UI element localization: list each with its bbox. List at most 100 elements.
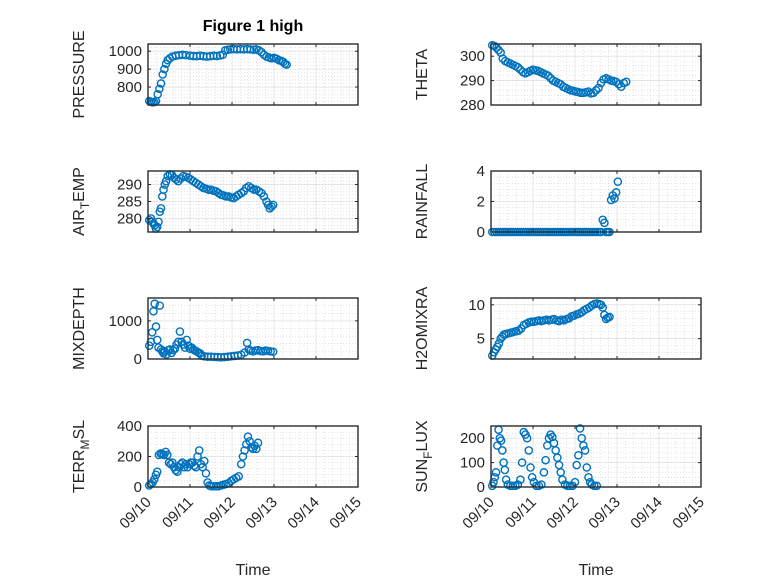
data-point [516,475,525,484]
data-point [212,51,222,61]
x-axis-label: Time [579,562,614,579]
data-point [572,460,581,470]
data-point [514,326,524,335]
data-point [249,185,259,194]
data-point [149,475,159,484]
subplot-rainfall: 0 2 4 RAINFALL [414,163,702,241]
data-point [246,45,255,54]
data-point [158,70,167,79]
y-tick-label: 4 [477,163,485,180]
data-point [152,222,162,232]
data-point [584,472,593,482]
data-point [575,424,585,433]
data-point [155,84,164,94]
data-point [589,88,598,98]
y-tick-label: 0 [134,479,142,496]
data-point [154,450,164,460]
data-point [164,458,174,467]
data-point [494,339,504,348]
data-point [580,446,590,455]
data-point [253,438,263,448]
data-point [159,185,168,194]
data-point [526,463,535,472]
figure-title: Figure 1 high [203,18,303,35]
data-point [151,322,161,331]
x-tick-label: 09/13 [242,494,281,533]
y-tick-label: 290 [460,73,485,90]
data-point [240,446,249,455]
data-point [541,455,550,465]
data-point [548,432,557,442]
data-point [155,301,165,310]
y-tick-label: 0 [134,351,142,368]
data-point [218,50,228,60]
data-point [508,481,518,491]
data-point [563,481,572,491]
y-tick-label: 200 [460,430,485,447]
x-tick-label: 09/12 [200,494,239,533]
data-point [614,79,623,89]
subplot-sun_flux: 0 100 200 09/10 09/11 09/12 09/13 09/14 09/15 SUN… [414,420,708,532]
data-point [182,335,191,345]
data-point [592,481,602,491]
y-tick-label: 290 [117,177,142,194]
x-tick-label: 09/10 [459,494,498,533]
data-point [594,83,603,93]
data-point [194,446,204,455]
y-tick-label: 10 [468,297,485,314]
y-tick-label: 2 [477,194,485,211]
data-point [243,432,253,441]
data-point [558,475,567,484]
subplot-mixdepth: 0 1000 MIXDEPTH [71,287,359,370]
data-point [150,299,160,309]
x-axis-label: Time [236,562,271,579]
axes-frame [147,297,359,360]
y-tick-label: 200 [117,449,142,466]
data-point [539,468,549,477]
data-point [500,465,510,475]
y-tick-label: 900 [117,61,142,78]
data-point [259,192,269,201]
x-tick-label: 09/13 [585,494,624,533]
data-point [268,347,278,357]
data-point [236,459,246,469]
data-point [494,45,503,55]
data-point [193,452,202,461]
data-point [163,450,172,460]
y-axis-label: THETA [414,49,431,101]
axes-frame [490,425,702,488]
data-point [611,188,621,197]
data-point [161,176,171,186]
data-point [267,202,276,211]
data-point [156,79,166,88]
data-point [610,194,619,203]
x-tick-label: 09/14 [284,494,323,533]
data-point [513,480,523,489]
data-point [524,446,534,455]
x-tick-label: 09/15 [326,494,365,533]
data-point [498,446,507,455]
data-point [257,47,266,57]
data-point [160,64,169,74]
y-tick-label: 1000 [109,313,142,330]
y-tick-label: 1000 [109,43,142,60]
y-axis-label: TERRMSL [71,420,92,493]
data-point [590,481,599,491]
y-axis-label: RAINFALL [414,164,431,240]
x-tick-label: 09/11 [502,494,540,532]
data-point [204,185,213,194]
data-point [245,436,254,446]
y-tick-label: 280 [460,97,485,114]
data-point [149,97,159,107]
axes-frame [147,43,359,106]
subplot-theta: 280 290 300 THETA [414,40,702,114]
data-point [600,218,609,228]
data-point [501,475,511,484]
data-point [234,472,244,481]
data-point [173,176,183,186]
y-tick-label: 800 [117,79,142,96]
data-point [156,203,166,213]
data-point [282,60,291,69]
y-tick-label: 400 [117,418,142,435]
